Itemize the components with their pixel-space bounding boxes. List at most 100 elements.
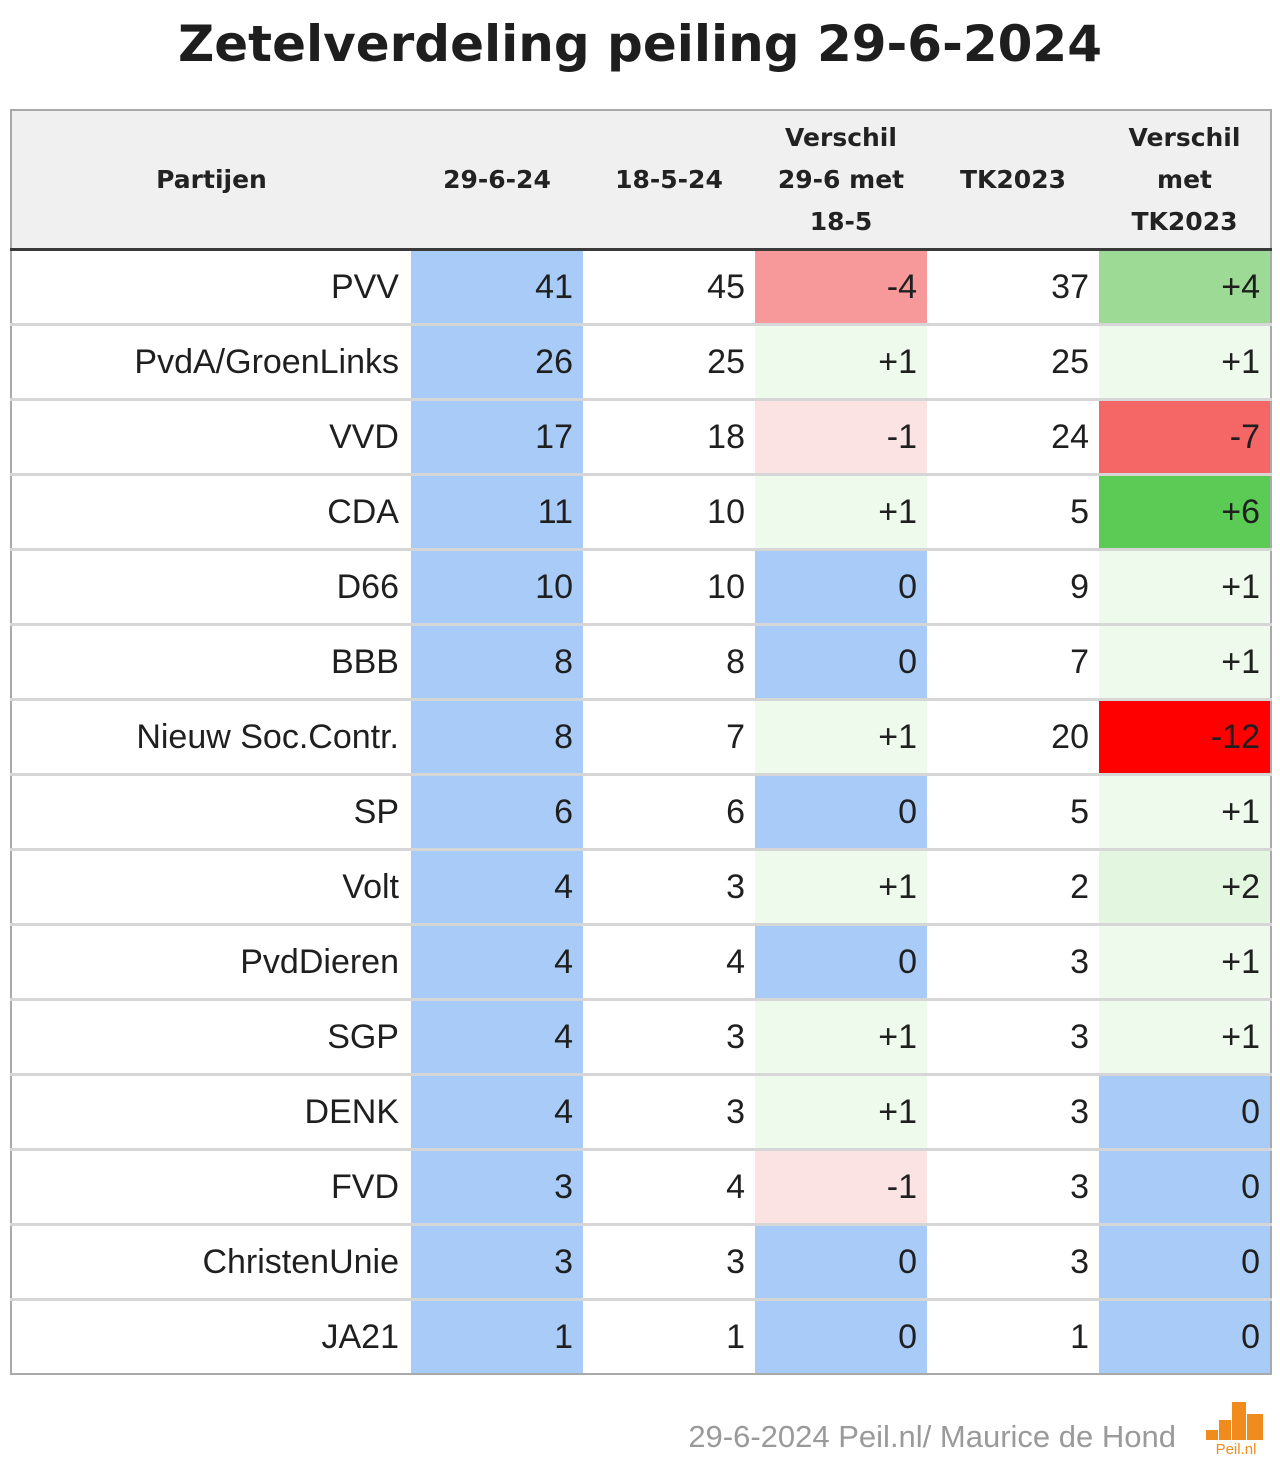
- diff-previous-cell: +1: [755, 998, 927, 1075]
- current-seats-cell: 17: [411, 398, 583, 475]
- tk2023-seats-cell: 24: [927, 398, 1099, 475]
- header-row: Partijen 29-6-24 18-5-24 Verschil 29-6 met 18…: [11, 110, 1271, 251]
- table-row: Nieuw Soc.Contr. 8 7 +1 20 -12: [11, 698, 1271, 775]
- logo-bar: [1219, 1420, 1231, 1440]
- diff-tk2023-cell: +2: [1099, 848, 1271, 925]
- diff-previous-cell: +1: [755, 473, 927, 550]
- party-name-cell: PvdDieren: [11, 923, 411, 1000]
- diff-tk2023-cell: +1: [1099, 773, 1271, 850]
- header-label-line: TK2023: [959, 164, 1066, 194]
- table-row: PvdA/GroenLinks 26 25 +1 25 +1: [11, 323, 1271, 400]
- tk2023-seats-cell: 20: [927, 698, 1099, 775]
- header-label-line: Partijen: [156, 164, 267, 194]
- current-seats-cell: 4: [411, 923, 583, 1000]
- previous-seats-cell: 6: [583, 773, 755, 850]
- header-partijen: Partijen: [11, 110, 411, 251]
- current-seats-cell: 11: [411, 473, 583, 550]
- diff-tk2023-cell: +1: [1099, 923, 1271, 1000]
- previous-seats-cell: 3: [583, 998, 755, 1075]
- table-row: DENK 4 3 +1 3 0: [11, 1073, 1271, 1150]
- previous-seats-cell: 18: [583, 398, 755, 475]
- tk2023-seats-cell: 3: [927, 1148, 1099, 1225]
- table-row: PvdDieren 4 4 0 3 +1: [11, 923, 1271, 1000]
- previous-seats-cell: 3: [583, 1223, 755, 1300]
- diff-tk2023-cell: +1: [1099, 998, 1271, 1075]
- table-row: Volt 4 3 +1 2 +2: [11, 848, 1271, 925]
- previous-seats-cell: 10: [583, 473, 755, 550]
- current-seats-cell: 41: [411, 249, 583, 325]
- tk2023-seats-cell: 3: [927, 1073, 1099, 1150]
- tk2023-seats-cell: 37: [927, 249, 1099, 325]
- header-label-line: 18-5-24: [615, 164, 723, 194]
- seat-table: Partijen 29-6-24 18-5-24 Verschil 29-6 met 18…: [10, 109, 1272, 1375]
- diff-previous-cell: 0: [755, 623, 927, 700]
- previous-seats-cell: 45: [583, 249, 755, 325]
- diff-previous-cell: -1: [755, 1148, 927, 1225]
- tk2023-seats-cell: 5: [927, 773, 1099, 850]
- tk2023-seats-cell: 3: [927, 923, 1099, 1000]
- party-name-cell: JA21: [11, 1298, 411, 1374]
- table-row: CDA 11 10 +1 5 +6: [11, 473, 1271, 550]
- header-label-line: 29-6-24: [443, 164, 551, 194]
- party-name-cell: D66: [11, 548, 411, 625]
- tk2023-seats-cell: 5: [927, 473, 1099, 550]
- current-seats-cell: 26: [411, 323, 583, 400]
- party-name-cell: PVV: [11, 249, 411, 325]
- header-label-line: Verschil: [1128, 122, 1241, 152]
- party-name-cell: ChristenUnie: [11, 1223, 411, 1300]
- header-label-line: TK2023: [1131, 206, 1238, 236]
- diff-previous-cell: 0: [755, 773, 927, 850]
- party-name-cell: Nieuw Soc.Contr.: [11, 698, 411, 775]
- table-row: PVV 41 45 -4 37 +4: [11, 249, 1271, 325]
- previous-seats-cell: 1: [583, 1298, 755, 1374]
- party-name-cell: FVD: [11, 1148, 411, 1225]
- tk2023-seats-cell: 25: [927, 323, 1099, 400]
- current-seats-cell: 3: [411, 1148, 583, 1225]
- diff-tk2023-cell: +1: [1099, 548, 1271, 625]
- party-name-cell: SP: [11, 773, 411, 850]
- logo-bar: [1232, 1402, 1246, 1440]
- tk2023-seats-cell: 3: [927, 1223, 1099, 1300]
- current-seats-cell: 4: [411, 848, 583, 925]
- current-seats-cell: 4: [411, 1073, 583, 1150]
- header-label-line: 29-6 met: [777, 164, 905, 194]
- table-row: FVD 3 4 -1 3 0: [11, 1148, 1271, 1225]
- previous-seats-cell: 10: [583, 548, 755, 625]
- header-verschil-tk2023: Verschil met TK2023: [1099, 110, 1271, 251]
- tk2023-seats-cell: 7: [927, 623, 1099, 700]
- diff-previous-cell: -4: [755, 249, 927, 325]
- diff-previous-cell: +1: [755, 323, 927, 400]
- table-row: D66 10 10 0 9 +1: [11, 548, 1271, 625]
- diff-tk2023-cell: +1: [1099, 623, 1271, 700]
- diff-previous-cell: 0: [755, 923, 927, 1000]
- previous-seats-cell: 25: [583, 323, 755, 400]
- party-name-cell: BBB: [11, 623, 411, 700]
- tk2023-seats-cell: 3: [927, 998, 1099, 1075]
- current-seats-cell: 1: [411, 1298, 583, 1374]
- header-label-line: 18-5: [809, 206, 873, 236]
- table-row: JA21 1 1 0 1 0: [11, 1298, 1271, 1374]
- previous-seats-cell: 7: [583, 698, 755, 775]
- diff-previous-cell: +1: [755, 848, 927, 925]
- logo-bar: [1206, 1430, 1218, 1440]
- table-body: PVV 41 45 -4 37 +4 PvdA/GroenLinks 26 25 +1 25 +1 VV…: [11, 249, 1271, 1374]
- diff-tk2023-cell: +1: [1099, 323, 1271, 400]
- tk2023-seats-cell: 1: [927, 1298, 1099, 1374]
- diff-tk2023-cell: -7: [1099, 398, 1271, 475]
- tk2023-seats-cell: 9: [927, 548, 1099, 625]
- chart-title: Zetelverdeling peiling 29-6-2024: [178, 15, 1102, 73]
- current-seats-cell: 4: [411, 998, 583, 1075]
- current-seats-cell: 6: [411, 773, 583, 850]
- diff-tk2023-cell: -12: [1099, 698, 1271, 775]
- source-credit: 29-6-2024 Peil.nl/ Maurice de Hond: [688, 1419, 1176, 1454]
- diff-tk2023-cell: 0: [1099, 1298, 1271, 1374]
- party-name-cell: CDA: [11, 473, 411, 550]
- header-verschil-18-5: Verschil 29-6 met 18-5: [755, 110, 927, 251]
- diff-previous-cell: 0: [755, 548, 927, 625]
- party-name-cell: PvdA/GroenLinks: [11, 323, 411, 400]
- header-18-5-24: 18-5-24: [583, 110, 755, 251]
- party-name-cell: SGP: [11, 998, 411, 1075]
- current-seats-cell: 8: [411, 698, 583, 775]
- tk2023-seats-cell: 2: [927, 848, 1099, 925]
- header-label-line: met: [1157, 164, 1212, 194]
